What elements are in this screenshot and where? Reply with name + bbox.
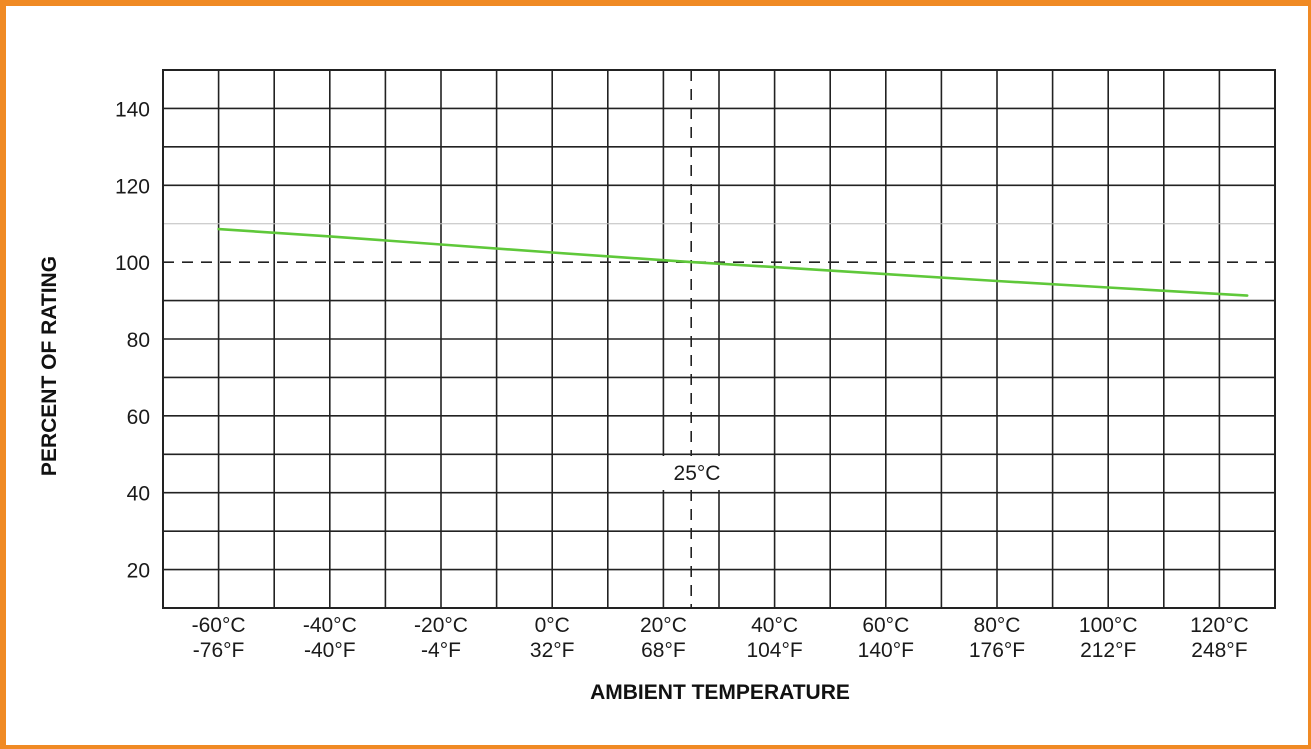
y-tick-label: 100 bbox=[115, 252, 150, 275]
y-axis-title: PERCENT OF RATING bbox=[38, 256, 61, 476]
x-tick-label-fahrenheit: 176°F bbox=[969, 639, 1025, 662]
x-tick-labels: -60°C-76°F -40°C-40°F -20°C-4°F 0°C32°F 20°C… bbox=[192, 614, 1249, 662]
x-tick-label-fahrenheit: 212°F bbox=[1080, 639, 1136, 662]
reference-label-25c: 25°C bbox=[674, 462, 721, 485]
x-tick-label-fahrenheit: 248°F bbox=[1191, 639, 1247, 662]
y-tick-label: 80 bbox=[127, 329, 150, 352]
grid bbox=[162, 69, 1276, 609]
plot-border bbox=[162, 69, 1276, 609]
x-tick-label-celsius: 100°C bbox=[1079, 614, 1138, 637]
x-tick-label-fahrenheit: 104°F bbox=[746, 639, 802, 662]
y-tick-labels: 20 40 60 80 100 120 140 bbox=[115, 98, 150, 582]
x-tick-label-fahrenheit: -4°F bbox=[421, 639, 461, 662]
x-tick-label-celsius: -60°C bbox=[192, 614, 246, 637]
x-axis-title: AMBIENT TEMPERATURE bbox=[590, 681, 850, 704]
x-tick-label-fahrenheit: 32°F bbox=[530, 639, 575, 662]
x-tick-label-celsius: 20°C bbox=[640, 614, 687, 637]
reference-label-background bbox=[657, 456, 726, 490]
x-tick-label-fahrenheit: -76°F bbox=[193, 639, 245, 662]
x-tick-label-celsius: -20°C bbox=[414, 614, 468, 637]
x-tick-label-celsius: 120°C bbox=[1190, 614, 1249, 637]
x-tick-label-celsius: 60°C bbox=[862, 614, 909, 637]
x-tick-label-celsius: 40°C bbox=[751, 614, 798, 637]
x-tick-label-fahrenheit: 140°F bbox=[858, 639, 914, 662]
x-tick-label-celsius: 80°C bbox=[974, 614, 1021, 637]
series bbox=[217, 227, 1249, 297]
x-tick-label-celsius: 0°C bbox=[535, 614, 570, 637]
y-tick-label: 20 bbox=[127, 560, 150, 583]
y-tick-label: 140 bbox=[115, 98, 150, 121]
y-tick-label: 40 bbox=[127, 483, 150, 506]
x-tick-label-celsius: -40°C bbox=[303, 614, 357, 637]
y-tick-label: 60 bbox=[127, 406, 150, 429]
x-tick-label-fahrenheit: 68°F bbox=[641, 639, 686, 662]
x-tick-label-fahrenheit: -40°F bbox=[304, 639, 356, 662]
series-line bbox=[217, 227, 1249, 297]
y-tick-label: 120 bbox=[115, 175, 150, 198]
